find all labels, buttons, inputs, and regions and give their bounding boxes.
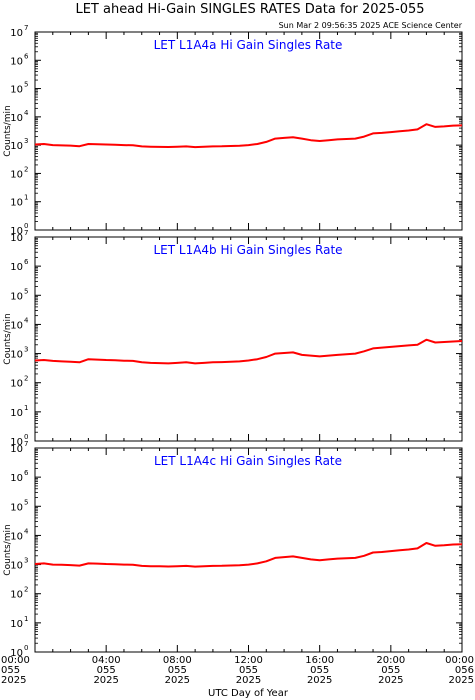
x-tick-time: 04:00 — [92, 655, 121, 666]
plot-frame — [34, 236, 463, 442]
y-tick-exponent: 4 — [24, 527, 29, 535]
x-tick-time: 00:00 — [445, 655, 474, 666]
x-tick-day: 055 — [168, 665, 187, 676]
y-tick-label: 10 — [10, 590, 23, 601]
y-tick-exponent: 1 — [24, 615, 28, 623]
x-tick-day: 055 — [239, 665, 258, 676]
x-tick-time: 12:00 — [234, 655, 263, 666]
y-tick-label: 10 — [10, 619, 23, 630]
y-tick-exponent: 7 — [24, 440, 28, 448]
x-tick-year: 2025 — [378, 675, 403, 686]
y-tick-label: 10 — [10, 437, 23, 448]
y-tick-label: 10 — [10, 320, 23, 331]
x-tick-time: 00:00 — [1, 655, 30, 666]
y-tick-label: 10 — [10, 226, 23, 237]
timestamp: Sun Mar 2 09:56:35 2025 ACE Science Cent… — [279, 21, 463, 30]
y-axis-label: Counts/min — [3, 105, 13, 156]
y-tick-exponent: 4 — [24, 316, 29, 324]
y-axis-label: Counts/min — [3, 313, 13, 364]
y-tick-exponent: 2 — [24, 165, 28, 173]
x-tick-day: 056 — [455, 665, 474, 676]
y-tick-exponent: 5 — [24, 81, 28, 89]
y-tick-label: 10 — [10, 169, 23, 180]
y-tick-label: 10 — [10, 473, 23, 484]
y-tick-label: 10 — [10, 502, 23, 513]
y-tick-label: 10 — [10, 408, 23, 419]
x-axis-label: UTC Day of Year — [208, 688, 289, 699]
y-tick-exponent: 7 — [24, 229, 28, 237]
figure-title: LET ahead Hi-Gain SINGLES RATES Data for… — [75, 2, 424, 17]
y-tick-label: 10 — [10, 141, 23, 152]
y-tick-label: 10 — [10, 28, 23, 39]
y-tick-label: 10 — [10, 85, 23, 96]
y-tick-label: 10 — [10, 379, 23, 390]
panel-label: LET L1A4c Hi Gain Singles Rate — [154, 454, 342, 468]
x-tick-year: 2025 — [236, 675, 261, 686]
y-tick-exponent: 1 — [24, 194, 28, 202]
y-axis-label: Counts/min — [3, 524, 13, 575]
y-tick-label: 10 — [10, 350, 23, 361]
x-tick-year: 2025 — [449, 675, 474, 686]
y-tick-label: 10 — [10, 198, 23, 209]
y-tick-exponent: 7 — [24, 24, 28, 32]
y-tick-label: 10 — [10, 561, 23, 572]
x-tick-year: 2025 — [307, 675, 332, 686]
y-tick-exponent: 3 — [24, 137, 28, 145]
rate-series-line — [34, 338, 463, 365]
panel-label: LET L1A4a Hi Gain Singles Rate — [154, 38, 343, 52]
x-tick-day: 055 — [1, 665, 20, 676]
y-tick-label: 10 — [10, 531, 23, 542]
x-tick-time: 16:00 — [305, 655, 334, 666]
y-tick-exponent: 2 — [24, 375, 28, 383]
x-tick-year: 2025 — [93, 675, 118, 686]
y-tick-exponent: 0 — [24, 644, 28, 652]
x-tick-day: 055 — [97, 665, 116, 676]
y-tick-exponent: 6 — [24, 52, 29, 60]
x-tick-time: 08:00 — [163, 655, 192, 666]
y-tick-exponent: 0 — [24, 433, 28, 441]
y-tick-label: 10 — [10, 113, 23, 124]
y-tick-exponent: 3 — [24, 557, 28, 565]
y-tick-label: 10 — [10, 444, 23, 455]
y-tick-label: 10 — [10, 291, 23, 302]
y-tick-label: 10 — [10, 648, 23, 659]
y-tick-label: 10 — [10, 56, 23, 67]
y-tick-label: 10 — [10, 233, 23, 244]
y-tick-exponent: 1 — [24, 404, 28, 412]
x-tick-time: 20:00 — [376, 655, 405, 666]
y-tick-exponent: 6 — [24, 469, 29, 477]
rate-series-line — [34, 123, 463, 149]
panel-label: LET L1A4b Hi Gain Singles Rate — [153, 243, 342, 257]
y-tick-exponent: 3 — [24, 346, 28, 354]
x-tick-year: 2025 — [1, 675, 26, 686]
y-tick-exponent: 0 — [24, 222, 28, 230]
x-tick-day: 055 — [310, 665, 329, 676]
y-tick-exponent: 2 — [24, 586, 28, 594]
y-tick-exponent: 5 — [24, 498, 28, 506]
y-tick-exponent: 6 — [24, 258, 29, 266]
y-tick-label: 10 — [10, 262, 23, 273]
rate-series-line — [34, 542, 463, 568]
y-tick-exponent: 4 — [24, 109, 29, 117]
x-tick-year: 2025 — [165, 675, 190, 686]
x-tick-day: 055 — [381, 665, 400, 676]
y-tick-exponent: 5 — [24, 287, 28, 295]
